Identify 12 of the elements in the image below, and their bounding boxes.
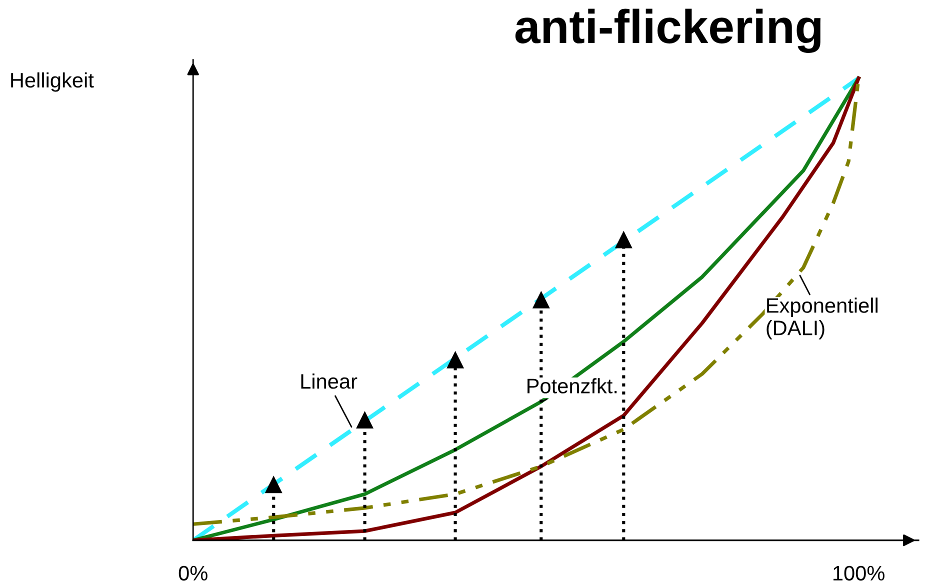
- point: [356, 412, 374, 428]
- x-tick-label: 0%: [178, 566, 208, 581]
- y-axis-title: Helligkeit: [11, 72, 94, 92]
- point: [446, 352, 464, 368]
- point: [532, 292, 550, 308]
- chart-title: anti-flickering: [515, 8, 820, 54]
- point: [265, 476, 282, 494]
- series-label: Linear: [301, 373, 358, 389]
- series-label: Exponentiell (DALI): [766, 298, 878, 340]
- point: [615, 232, 632, 248]
- x-tick-label: 100%: [834, 566, 884, 581]
- series-label: Potenzfkt.: [528, 378, 617, 394]
